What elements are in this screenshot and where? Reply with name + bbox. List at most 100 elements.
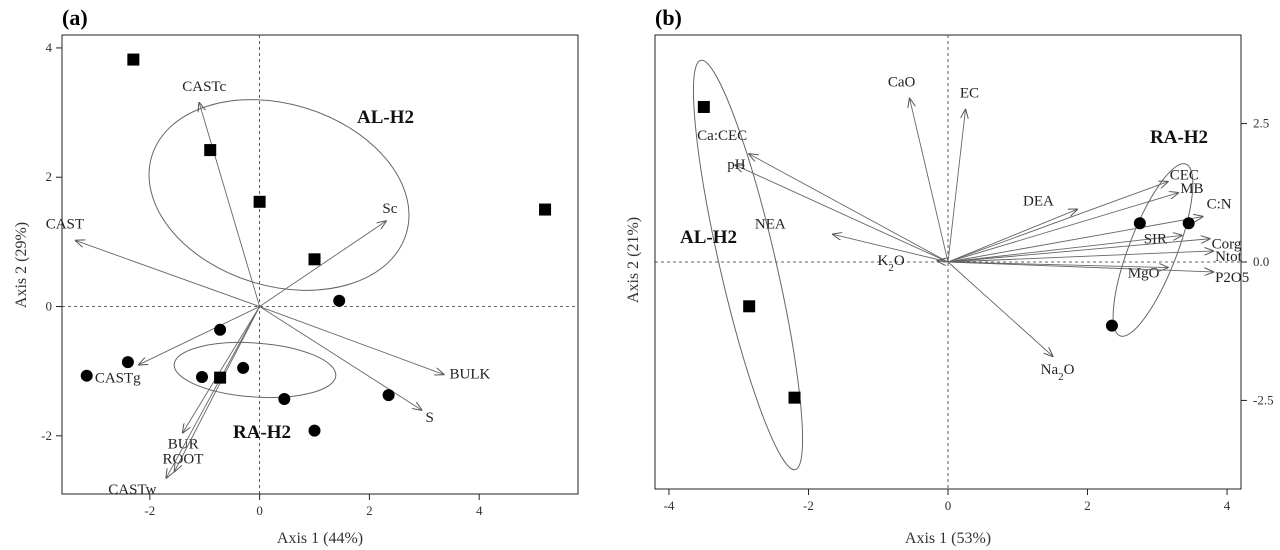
vector-label-na2o: Na2O <box>1041 362 1075 383</box>
vector-label-castg: CASTg <box>95 371 141 387</box>
vector-arrow-castw <box>166 306 261 478</box>
group-label-al-h2: AL-H2 <box>357 107 414 128</box>
y-tick-label: 0 <box>46 299 53 314</box>
vector-label-ph: pH <box>727 157 746 173</box>
panel-b-label: (b) <box>655 5 682 30</box>
vector-arrow-s <box>259 306 422 410</box>
vector-arrow-ntot <box>947 251 1213 263</box>
vector-label-cao: CaO <box>888 75 916 91</box>
point-square <box>127 53 140 66</box>
vector-arrow-na2o <box>947 261 1053 356</box>
x-tick-label: 2 <box>1084 498 1091 513</box>
vector-arrow-ec <box>947 110 965 263</box>
point-circle <box>237 361 250 374</box>
point-circle <box>308 424 321 437</box>
vector-arrow-cec <box>947 182 1168 263</box>
x-tick-label: -2 <box>803 498 814 513</box>
vector-label-ec: EC <box>960 86 979 102</box>
panel-b-ticks: -4 -2 0 2 4 2.5 0.0 -2.5 <box>664 116 1274 513</box>
panel-b-points <box>697 100 1195 404</box>
x-tick-label: 4 <box>1224 498 1231 513</box>
vector-label-ntot: Ntot <box>1215 249 1243 265</box>
x-tick-label: 2 <box>366 503 373 518</box>
vector-arrow-mb <box>947 193 1178 263</box>
vector-arrow-bulk <box>259 306 444 375</box>
panel-b-y-title: Axis 2 (21%) <box>625 217 642 303</box>
vector-arrow-c-n <box>947 217 1203 263</box>
vector-label-corg: Corg <box>1212 237 1242 253</box>
vector-label-nea: NEA <box>755 216 786 232</box>
y-tick-label: 2.5 <box>1253 116 1269 131</box>
point-square <box>308 253 321 266</box>
point-square <box>539 203 552 216</box>
panel-b-x-title: Axis 1 (53%) <box>905 530 991 547</box>
point-square <box>204 144 217 157</box>
vector-arrow-k2o <box>938 261 949 262</box>
panel-a-reference-lines <box>62 35 578 494</box>
point-circle <box>1133 217 1146 230</box>
point-square <box>743 300 756 313</box>
point-circle <box>195 370 208 383</box>
panel-b: (b) -4 -2 0 2 4 2.5 0.0 -2.5 CaO EC Ca:CEC pH NEA K2… <box>625 5 1274 547</box>
point-square <box>253 195 266 208</box>
vector-label-s: S <box>426 410 434 426</box>
vector-arrow-bur <box>183 306 261 433</box>
vector-label-k2o: K2O <box>878 253 905 274</box>
panel-a-points <box>80 53 552 437</box>
panel-a-frame <box>61 34 579 495</box>
panel-a-y-title: Axis 2 (29%) <box>13 222 30 308</box>
vector-label-sir: SIR <box>1144 231 1167 247</box>
vector-arrow-sir <box>947 235 1182 263</box>
group-label-al-h2: AL-H2 <box>680 227 737 248</box>
vector-arrow-ph <box>735 165 949 263</box>
vector-label-castw: CASTw <box>108 482 156 498</box>
vector-arrow-root <box>175 306 261 472</box>
y-tick-label: 2 <box>46 169 53 184</box>
x-tick-label: 0 <box>256 503 263 518</box>
vector-arrow-sc <box>259 221 386 307</box>
point-circle <box>278 392 291 405</box>
point-circle <box>214 323 227 336</box>
y-tick-label: -2 <box>41 428 52 443</box>
vector-arrow-castg <box>139 306 260 365</box>
vector-label-mb: MB <box>1180 181 1203 197</box>
vector-arrow-corg <box>947 239 1210 263</box>
vector-label-sc: Sc <box>382 201 397 217</box>
group-label-ra-h2: RA-H2 <box>233 422 291 443</box>
vector-label-ca-cec: Ca:CEC <box>697 128 747 144</box>
panel-b-reference-lines <box>655 35 1241 489</box>
panel-a-ticks: -2 0 2 4 -2 0 2 4 <box>41 40 483 518</box>
vector-arrow-cao <box>910 99 949 263</box>
vector-label-bur: BUR <box>168 437 199 453</box>
panel-a-x-title: Axis 1 (44%) <box>277 530 363 547</box>
point-square <box>214 371 227 384</box>
point-circle <box>333 294 346 307</box>
y-tick-label: 0.0 <box>1253 254 1269 269</box>
vector-label-root: ROOT <box>163 451 204 467</box>
vector-label-p2o5: P2O5 <box>1215 270 1249 286</box>
point-circle <box>121 356 134 369</box>
point-circle <box>382 389 395 402</box>
point-square <box>788 391 801 404</box>
point-circle <box>80 369 93 382</box>
vector-label-mgo: MgO <box>1128 266 1160 282</box>
x-tick-label: 4 <box>476 503 483 518</box>
vector-arrow-p2o5 <box>947 261 1213 272</box>
ellipse-ra-h2 <box>173 341 337 399</box>
x-tick-label: -2 <box>144 503 155 518</box>
vector-arrow-ca-cec <box>749 154 949 263</box>
vector-label-castc: CASTc <box>182 79 226 95</box>
group-label-ra-h2: RA-H2 <box>1150 127 1208 148</box>
vector-arrow-mgo <box>947 261 1168 268</box>
vector-arrow-nea <box>833 234 949 263</box>
vector-label-c-n: C:N <box>1207 197 1232 213</box>
point-square <box>697 100 710 113</box>
vector-label-dea: DEA <box>1023 193 1054 209</box>
vector-arrow-cast <box>76 241 260 307</box>
y-tick-label: 4 <box>46 40 53 55</box>
vector-arrow-castc <box>199 103 261 307</box>
vector-arrow-dea <box>947 209 1077 263</box>
